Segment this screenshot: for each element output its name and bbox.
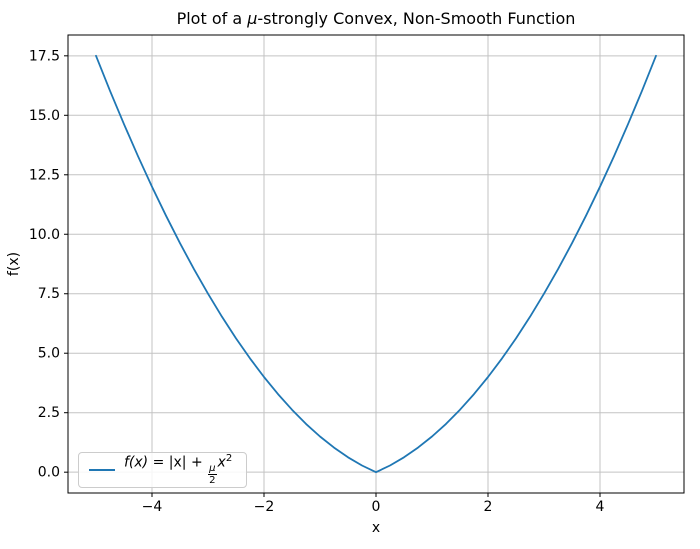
x-tick-label: 0 <box>372 499 381 515</box>
y-tick-label: 2.5 <box>38 405 60 421</box>
y-tick-label: 5.0 <box>38 346 60 362</box>
function-curve <box>95 54 657 474</box>
y-tick-label: 12.5 <box>29 167 60 183</box>
chart-title-mu: μ <box>247 9 258 28</box>
y-tick-label: 7.5 <box>38 286 60 302</box>
legend-label-fraction-numerator: μ <box>208 463 217 476</box>
legend-label-eq: = |x| + <box>148 455 208 472</box>
y-tick-label: 17.5 <box>29 48 60 64</box>
y-axis-label: f(x) <box>6 251 22 277</box>
chart-title: Plot of a μ-strongly Convex, Non-Smooth … <box>68 9 684 28</box>
chart-title-suffix: -strongly Convex, Non-Smooth Function <box>257 9 576 28</box>
x-tick-label: 4 <box>596 499 605 515</box>
legend-line-sample <box>89 469 115 471</box>
x-tick-label: −2 <box>254 499 275 515</box>
legend-label-fx: f(x) <box>124 455 149 472</box>
legend: f(x) = |x| + μ 2 x2 <box>78 452 248 488</box>
legend-label-x: x <box>217 455 226 472</box>
legend-label-fraction-denominator: 2 <box>209 475 216 487</box>
x-axis-label: x <box>371 520 381 536</box>
x-tick-label: −4 <box>142 499 163 515</box>
y-tick-label: 10.0 <box>29 227 60 243</box>
chart-title-prefix: Plot of a <box>176 9 248 28</box>
legend-label: f(x) = |x| + μ 2 x2 <box>124 453 232 486</box>
legend-label-exponent: 2 <box>225 453 233 465</box>
x-tick-label: 2 <box>484 499 493 515</box>
y-tick-label: 15.0 <box>29 108 60 124</box>
y-tick-label: 0.0 <box>38 465 60 481</box>
